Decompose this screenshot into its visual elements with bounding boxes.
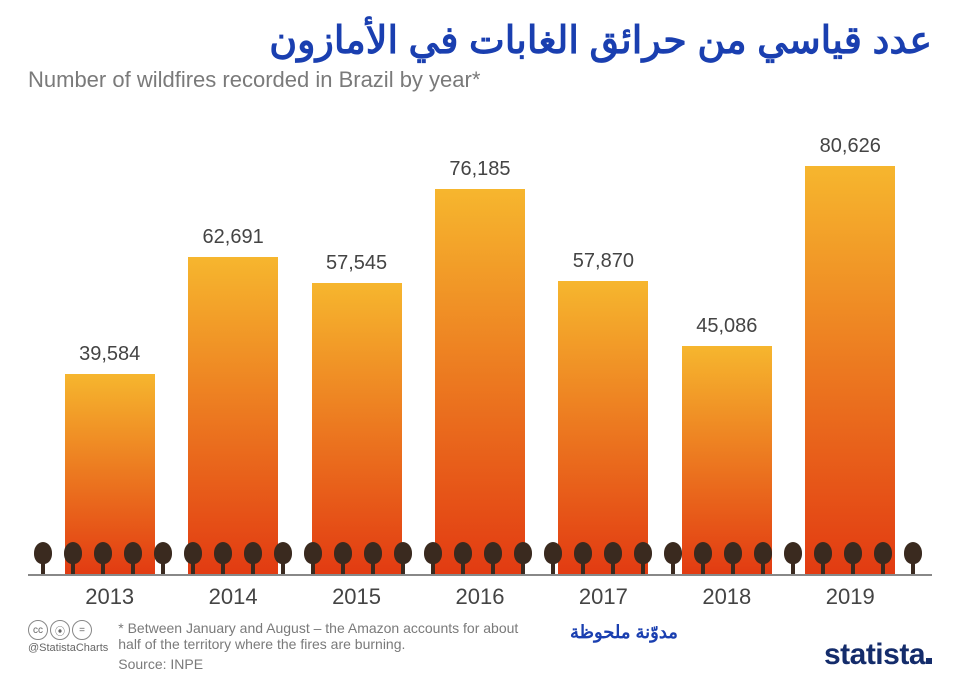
tree-icon (568, 532, 598, 574)
bar (435, 189, 525, 574)
tree-icon (268, 532, 298, 574)
tree-icon (688, 532, 718, 574)
footer: cc⦿= @StatistaCharts * Between January a… (28, 620, 932, 672)
tree-icon (118, 532, 148, 574)
tree-icon (928, 532, 932, 574)
tree-icon (328, 532, 358, 574)
by-icon: ⦿ (50, 620, 70, 640)
tree-icon (178, 532, 208, 574)
tree-icon (148, 532, 178, 574)
tree-icon (88, 532, 118, 574)
tree-icon (718, 532, 748, 574)
x-axis-label: 2014 (188, 584, 278, 610)
bar (805, 166, 895, 574)
tree-icon (208, 532, 238, 574)
tree-icon (508, 532, 538, 574)
bar-value-label: 57,870 (573, 250, 634, 273)
x-axis-label: 2017 (558, 584, 648, 610)
tree-icon (898, 532, 928, 574)
bars-row: 39,584 62,691 57,545 76,185 57,870 45,086 80,6… (28, 113, 932, 574)
tree-icon (658, 532, 688, 574)
tree-icon (28, 532, 58, 574)
title-arabic: عدد قياسي من حرائق الغابات في الأمازون (28, 18, 932, 63)
tree-icon (628, 532, 658, 574)
chart-area: 39,584 62,691 57,545 76,185 57,870 45,086 80,6… (28, 113, 932, 574)
bar-value-label: 80,626 (820, 135, 881, 158)
footnote: * Between January and August – the Amazo… (118, 620, 538, 652)
tree-icon (778, 532, 808, 574)
tree-icon (58, 532, 88, 574)
brand-dot-icon (926, 658, 932, 664)
bar (312, 283, 402, 574)
x-axis-label: 2013 (65, 584, 155, 610)
brand-text: statista (824, 638, 925, 671)
cc-icon: cc (28, 620, 48, 640)
tree-icon (298, 532, 328, 574)
watermark: مدوّنة ملحوظة (570, 622, 678, 643)
bar-group: 80,626 (805, 135, 895, 574)
tree-icon (808, 532, 838, 574)
bar (558, 281, 648, 574)
x-axis-label: 2018 (682, 584, 772, 610)
bar-group: 76,185 (435, 158, 525, 574)
cc-block: cc⦿= @StatistaCharts (28, 620, 108, 654)
bar (188, 257, 278, 574)
x-axis-label: 2015 (312, 584, 402, 610)
tree-icon (598, 532, 628, 574)
x-axis-label: 2016 (435, 584, 525, 610)
tree-icon (478, 532, 508, 574)
bar-value-label: 62,691 (203, 226, 264, 249)
source: Source: INPE (118, 656, 538, 672)
tree-icon (868, 532, 898, 574)
brand-logo: statista (824, 638, 932, 672)
bar-group: 57,870 (558, 250, 648, 574)
tree-icon (448, 532, 478, 574)
tree-icon (358, 532, 388, 574)
cc-handle: @StatistaCharts (28, 642, 108, 654)
tree-icon (238, 532, 268, 574)
subtitle: Number of wildfires recorded in Brazil b… (28, 67, 932, 93)
cc-icons: cc⦿= (28, 620, 92, 640)
bar-group: 62,691 (188, 226, 278, 574)
tree-icon (418, 532, 448, 574)
bar-value-label: 57,545 (326, 252, 387, 275)
tree-icon (388, 532, 418, 574)
tree-icon (748, 532, 778, 574)
trees-row (28, 532, 932, 574)
tree-icon (838, 532, 868, 574)
tree-icon (538, 532, 568, 574)
x-axis: 2013 2014 2015 2016 2017 2018 2019 (28, 574, 932, 610)
bar-group: 57,545 (312, 252, 402, 574)
nd-icon: = (72, 620, 92, 640)
bar-value-label: 45,086 (696, 315, 757, 338)
bar-value-label: 76,185 (449, 158, 510, 181)
x-axis-label: 2019 (805, 584, 895, 610)
bar-value-label: 39,584 (79, 343, 140, 366)
